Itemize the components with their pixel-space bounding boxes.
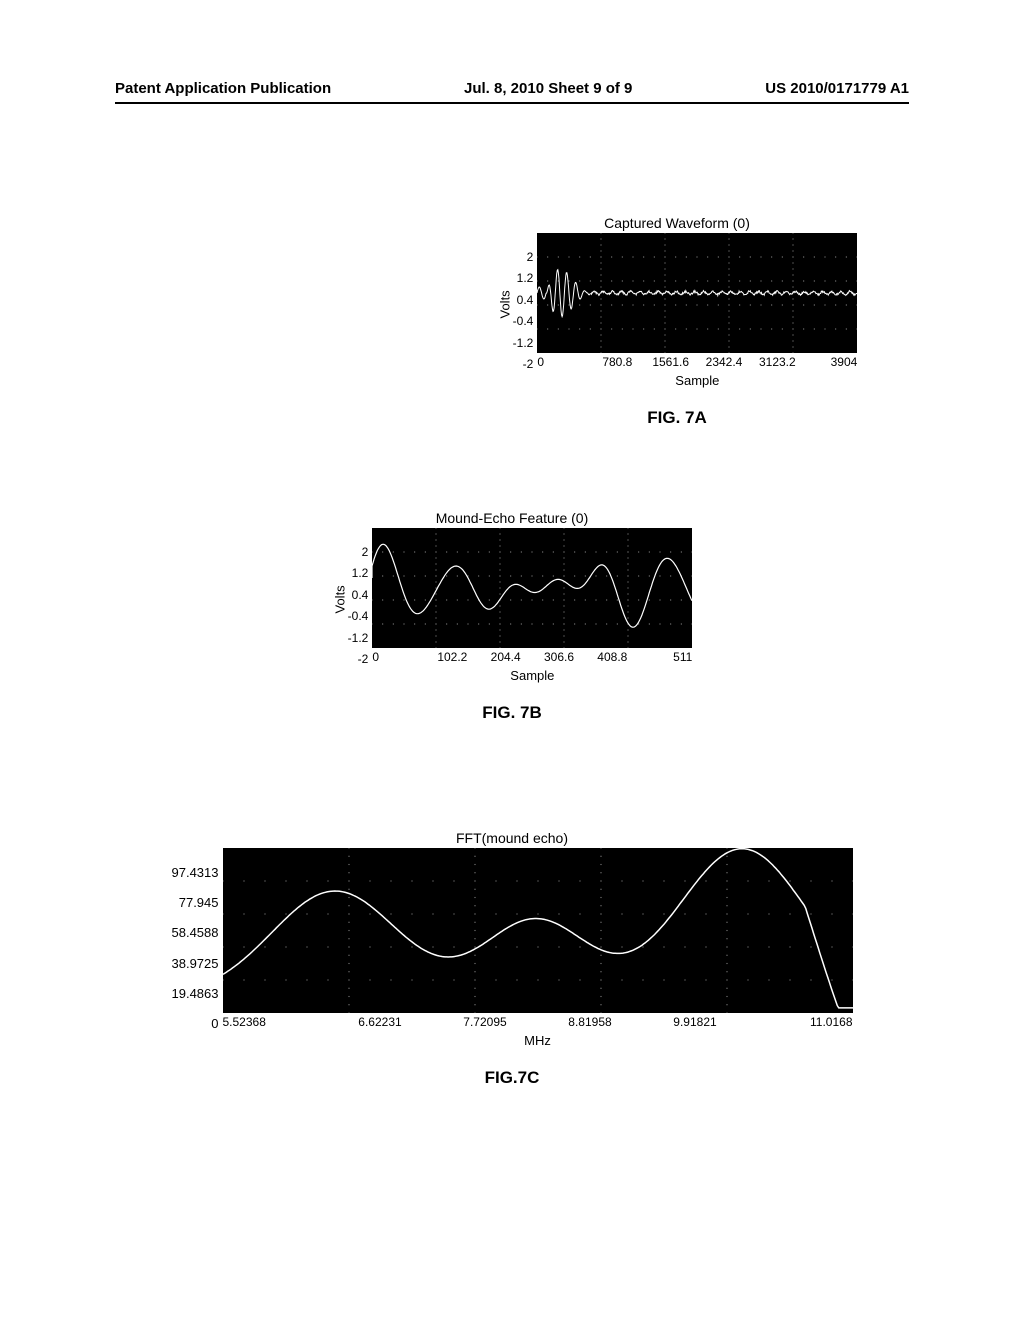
x-axis-ticks: 0780.81561.62342.43123.23904: [537, 355, 857, 369]
figure-7b-block: Mound-Echo Feature (0) Volts 2 1.2 0.4 -0.4…: [0, 510, 1024, 723]
y-tick-label: 0.4: [513, 294, 534, 306]
figure-7c-chart: FFT(mound echo) 97.4313 77.945 58.4588 38.9…: [172, 830, 853, 1088]
x-axis-ticks: 0102.2204.4306.6408.8511: [372, 650, 692, 664]
x-tick-label: 0: [372, 650, 425, 664]
y-tick-label: 77.945: [172, 896, 219, 909]
y-tick-label: 58.4588: [172, 926, 219, 939]
figure-caption: FIG.7C: [172, 1068, 853, 1088]
y-tick-label: -2: [348, 653, 369, 665]
x-tick-label: 3904: [804, 355, 857, 369]
x-tick-label: 1561.6: [644, 355, 697, 369]
header-publication: Patent Application Publication: [115, 80, 331, 97]
figure-caption: FIG. 7B: [332, 703, 693, 723]
x-tick-label: 306.6: [532, 650, 585, 664]
x-tick-label: 8.81958: [538, 1015, 643, 1029]
x-tick-label: 204.4: [479, 650, 532, 664]
figure-caption: FIG. 7A: [497, 408, 858, 428]
x-axis-label: Sample: [537, 373, 857, 388]
y-tick-label: 0.4: [348, 589, 369, 601]
figure-7c-block: FFT(mound echo) 97.4313 77.945 58.4588 38.9…: [0, 830, 1024, 1088]
figure-7a-block: Captured Waveform (0) Volts 2 1.2 0.4 -0.4 -…: [0, 215, 1024, 428]
x-axis-ticks: 5.523686.622317.720958.819589.9182111.01…: [223, 1015, 853, 1029]
y-tick-label: -2: [513, 358, 534, 370]
y-axis-ticks: 2 1.2 0.4 -0.4 -1.2 -2: [348, 546, 373, 666]
y-tick-label: 1.2: [513, 272, 534, 284]
y-tick-label: -0.4: [348, 610, 369, 622]
chart-title: Captured Waveform (0): [497, 215, 858, 231]
x-tick-label: 2342.4: [697, 355, 750, 369]
x-tick-label: 6.62231: [328, 1015, 433, 1029]
header-divider: [115, 102, 909, 104]
y-tick-label: 38.9725: [172, 957, 219, 970]
plot-area: [372, 528, 692, 648]
y-axis-ticks: 97.4313 77.945 58.4588 38.9725 19.4863 0: [172, 866, 223, 1031]
x-tick-label: 102.2: [426, 650, 479, 664]
x-tick-label: 0: [537, 355, 590, 369]
y-axis-label: Volts: [497, 303, 512, 319]
y-tick-label: -0.4: [513, 315, 534, 327]
y-tick-label: 2: [513, 251, 534, 263]
x-axis-label: MHz: [223, 1033, 853, 1048]
x-tick-label: 7.72095: [433, 1015, 538, 1029]
y-tick-label: 2: [348, 546, 369, 558]
x-tick-label: 3123.2: [751, 355, 804, 369]
y-tick-label: -1.2: [513, 337, 534, 349]
plot-area: [537, 233, 857, 353]
x-tick-label: 511: [639, 650, 692, 664]
header-date-sheet: Jul. 8, 2010 Sheet 9 of 9: [464, 80, 632, 97]
chart-title: FFT(mound echo): [172, 830, 853, 846]
y-axis-ticks: 2 1.2 0.4 -0.4 -1.2 -2: [513, 251, 538, 371]
figure-7b-chart: Mound-Echo Feature (0) Volts 2 1.2 0.4 -0.4…: [332, 510, 693, 723]
y-tick-label: -1.2: [348, 632, 369, 644]
x-tick-label: 9.91821: [643, 1015, 748, 1029]
y-tick-label: 97.4313: [172, 866, 219, 879]
page-header: Patent Application Publication Jul. 8, 2…: [0, 80, 1024, 97]
chart-title: Mound-Echo Feature (0): [332, 510, 693, 526]
y-tick-label: 0: [172, 1017, 219, 1030]
x-tick-label: 5.52368: [223, 1015, 328, 1029]
y-axis-label: Volts: [332, 598, 347, 614]
y-tick-label: 19.4863: [172, 987, 219, 1000]
y-tick-label: 1.2: [348, 567, 369, 579]
x-axis-label: Sample: [372, 668, 692, 683]
x-tick-label: 780.8: [591, 355, 644, 369]
plot-area: [223, 848, 853, 1013]
figure-7a-chart: Captured Waveform (0) Volts 2 1.2 0.4 -0.4 -…: [497, 215, 858, 428]
header-patent-number: US 2010/0171779 A1: [765, 80, 909, 97]
x-tick-label: 11.0168: [748, 1015, 853, 1029]
x-tick-label: 408.8: [586, 650, 639, 664]
